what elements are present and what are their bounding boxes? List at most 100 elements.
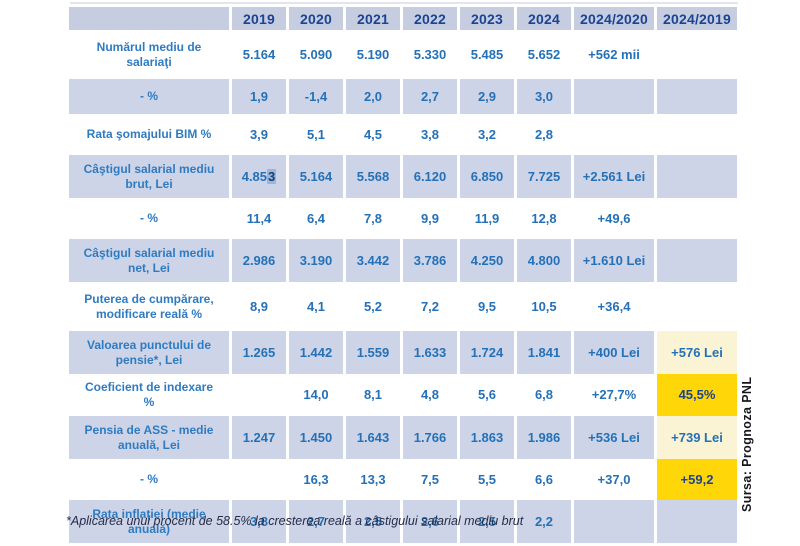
table-body: Numărul mediu de salariaţi 5.164 5.090 5.19… [69, 33, 737, 543]
table-row: Câştigul salarial mediu net, Lei 2.986 3.1… [69, 239, 737, 282]
table-cell: 4,5 [346, 117, 400, 152]
table-cell: 5,5 [460, 462, 514, 497]
table-row: Câştigul salarial mediu brut, Lei 4.853 5.… [69, 155, 737, 198]
column-header: 2020 [289, 7, 343, 30]
statistics-table: 2019 2020 2021 2022 2023 2024 2024/2020 2024/20… [66, 4, 740, 546]
table-cell: 3.442 [346, 239, 400, 282]
table-cell: 10,5 [517, 285, 571, 328]
table-cell: 5,1 [289, 117, 343, 152]
table-cell: 1.724 [460, 331, 514, 374]
table-row: Rata inflaţiei (medie anuală) 3,8 2,7 2,5 2,… [69, 500, 737, 543]
row-label: Câştigul salarial mediu net, Lei [69, 239, 229, 282]
table-cell [657, 117, 737, 152]
column-header: 2024 [517, 7, 571, 30]
table-cell: 6.120 [403, 155, 457, 198]
table-cell [657, 79, 737, 114]
table-cell [657, 285, 737, 328]
row-label: Numărul mediu de salariaţi [69, 33, 229, 76]
table-cell: 7,8 [346, 201, 400, 236]
table-cell: 1.863 [460, 416, 514, 459]
column-header: 2022 [403, 7, 457, 30]
table-cell: 6,6 [517, 462, 571, 497]
table-cell: +1.610 Lei [574, 239, 654, 282]
table-cell: 5.652 [517, 33, 571, 76]
table-cell: 11,4 [232, 201, 286, 236]
table-cell: 5.330 [403, 33, 457, 76]
row-label: Valoarea punctului de pensie*, Lei [69, 331, 229, 374]
footnote-text: *Aplicarea unui procent de 58.5% la cres… [66, 514, 524, 528]
table-cell: +37,0 [574, 462, 654, 497]
table-cell: 6,8 [517, 377, 571, 413]
table-row: Puterea de cumpărare, modificare reală %… [69, 285, 737, 328]
table-cell: 2,8 [517, 117, 571, 152]
table-row: Coeficient de indexare % 14,0 8,1 4,8 5,6 6,8… [69, 377, 737, 413]
table-cell: 3,9 [232, 117, 286, 152]
table-cell: 4.853 [232, 155, 286, 198]
table-cell: 11,9 [460, 201, 514, 236]
table-cell: 4,1 [289, 285, 343, 328]
column-header: 2024/2020 [574, 7, 654, 30]
table-cell: 1.986 [517, 416, 571, 459]
row-label: Pensia de ASS - medie anuală, Lei [69, 416, 229, 459]
table-cell: 1.841 [517, 331, 571, 374]
table-cell: 8,1 [346, 377, 400, 413]
table-cell: +49,6 [574, 201, 654, 236]
table-cell: 5.090 [289, 33, 343, 76]
table-row: - % 11,4 6,4 7,8 9,9 11,9 12,8 +49,6 [69, 201, 737, 236]
table-cell [657, 155, 737, 198]
table-cell [232, 462, 286, 497]
table-cell: 3.190 [289, 239, 343, 282]
table-cell: 1.265 [232, 331, 286, 374]
row-label: - % [69, 462, 229, 497]
table-cell: 14,0 [289, 377, 343, 413]
table-cell: 2,7 [403, 79, 457, 114]
table-cell [574, 117, 654, 152]
table-cell: +536 Lei [574, 416, 654, 459]
table-cell [657, 201, 737, 236]
table-cell [574, 79, 654, 114]
table-cell: 1.450 [289, 416, 343, 459]
table-row: Valoarea punctului de pensie*, Lei 1.265 1… [69, 331, 737, 374]
table-cell: 1.643 [346, 416, 400, 459]
table-cell: +36,4 [574, 285, 654, 328]
table-cell: 4,8 [403, 377, 457, 413]
table-cell: 6.850 [460, 155, 514, 198]
column-header: 2021 [346, 7, 400, 30]
table-cell: +576 Lei [657, 331, 737, 374]
table-cell: +2.561 Lei [574, 155, 654, 198]
table-cell: 3,8 [403, 117, 457, 152]
table-cell: 9,9 [403, 201, 457, 236]
row-label: - % [69, 79, 229, 114]
selected-digit: 3 [267, 168, 277, 184]
table-cell: 1.442 [289, 331, 343, 374]
table-row: - % 16,3 13,3 7,5 5,5 6,6 +37,0 +59,2 [69, 462, 737, 497]
table-cell [657, 239, 737, 282]
row-label: Coeficient de indexare % [69, 377, 229, 413]
table-cell: 3.786 [403, 239, 457, 282]
table-cell: 1.559 [346, 331, 400, 374]
table-cell: 4.250 [460, 239, 514, 282]
table-cell: 3,0 [517, 79, 571, 114]
top-divider-line [70, 2, 738, 4]
row-label: Puterea de cumpărare, modificare reală % [69, 285, 229, 328]
column-header: 2023 [460, 7, 514, 30]
table-cell: 7,2 [403, 285, 457, 328]
column-header: 2024/2019 [657, 7, 737, 30]
table-cell: 45,5% [657, 377, 737, 413]
table-header: 2019 2020 2021 2022 2023 2024 2024/2020 2024/20… [69, 7, 737, 30]
table-cell: 16,3 [289, 462, 343, 497]
table-cell: 12,8 [517, 201, 571, 236]
table-cell: 1.766 [403, 416, 457, 459]
table-cell: 5.164 [289, 155, 343, 198]
row-label-column-header [69, 7, 229, 30]
table-cell: 5,2 [346, 285, 400, 328]
table-cell [232, 377, 286, 413]
source-label: Sursa: Prognoza PNL [740, 376, 754, 512]
cell-value: 4.85 [241, 168, 268, 184]
table-row: Numărul mediu de salariaţi 5.164 5.090 5.19… [69, 33, 737, 76]
table-cell: +59,2 [657, 462, 737, 497]
table-cell: 1,9 [232, 79, 286, 114]
header-row: 2019 2020 2021 2022 2023 2024 2024/2020 2024/20… [69, 7, 737, 30]
table-cell: 8,9 [232, 285, 286, 328]
table-cell: 2.986 [232, 239, 286, 282]
